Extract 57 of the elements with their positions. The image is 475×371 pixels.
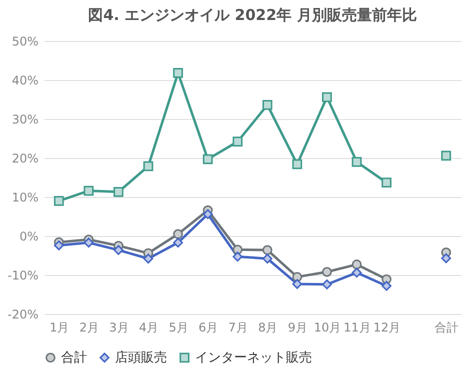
point <box>382 280 392 291</box>
point <box>441 253 452 264</box>
x-tick-label: 9月 <box>288 320 308 334</box>
point <box>54 240 64 250</box>
x-tick-label: 4月 <box>138 320 159 334</box>
legend-label: 店頭販売 <box>115 350 167 366</box>
point <box>143 254 154 264</box>
point <box>114 245 124 255</box>
point <box>143 161 154 172</box>
point <box>84 186 94 196</box>
point <box>202 209 213 220</box>
point <box>292 279 302 289</box>
point <box>292 272 302 282</box>
point <box>232 244 243 255</box>
point <box>352 156 362 167</box>
x-tick-label: 5月 <box>168 320 188 334</box>
x-tick-label: 11月 <box>344 320 371 334</box>
point <box>322 92 332 102</box>
legend-label: 合計 <box>61 350 87 366</box>
x-tick-label: 12月 <box>373 320 401 334</box>
x-tick-label: 1月 <box>50 320 70 334</box>
y-tick-label: 20% <box>12 152 38 166</box>
point <box>352 260 362 270</box>
point <box>232 136 243 147</box>
point <box>382 178 392 188</box>
point <box>173 68 183 78</box>
point <box>173 229 183 239</box>
point <box>441 150 452 161</box>
point <box>173 238 183 248</box>
y-tick-label: -20% <box>7 308 38 322</box>
chart-title: 図4. エンジンオイル 2022年 月別販売量前年比 <box>88 6 417 24</box>
point <box>262 100 272 110</box>
point <box>352 268 362 278</box>
point <box>292 159 302 170</box>
point <box>202 154 213 164</box>
point <box>262 245 272 255</box>
x-tick-label: 8月 <box>258 320 278 334</box>
y-tick-label: 0% <box>19 230 38 244</box>
y-tick-label: 10% <box>12 190 38 204</box>
point <box>262 254 272 264</box>
point <box>232 252 243 262</box>
point <box>322 266 332 277</box>
x-tick-label: 3月 <box>109 320 129 334</box>
point <box>84 238 94 248</box>
point <box>322 279 332 290</box>
x-tick-label: 合計 <box>434 320 459 334</box>
x-tick-label: 2月 <box>79 320 99 334</box>
y-tick-label: 40% <box>12 74 38 88</box>
x-tick-label: 6月 <box>198 320 218 334</box>
y-tick-label: -10% <box>7 268 38 282</box>
y-tick-label: 50% <box>12 34 38 48</box>
point <box>114 186 124 197</box>
legend-label: インターネット販売 <box>195 350 312 366</box>
y-tick-label: 30% <box>12 112 38 126</box>
point <box>54 196 64 206</box>
x-tick-label: 10月 <box>314 320 342 334</box>
x-tick-label: 7月 <box>228 320 248 334</box>
